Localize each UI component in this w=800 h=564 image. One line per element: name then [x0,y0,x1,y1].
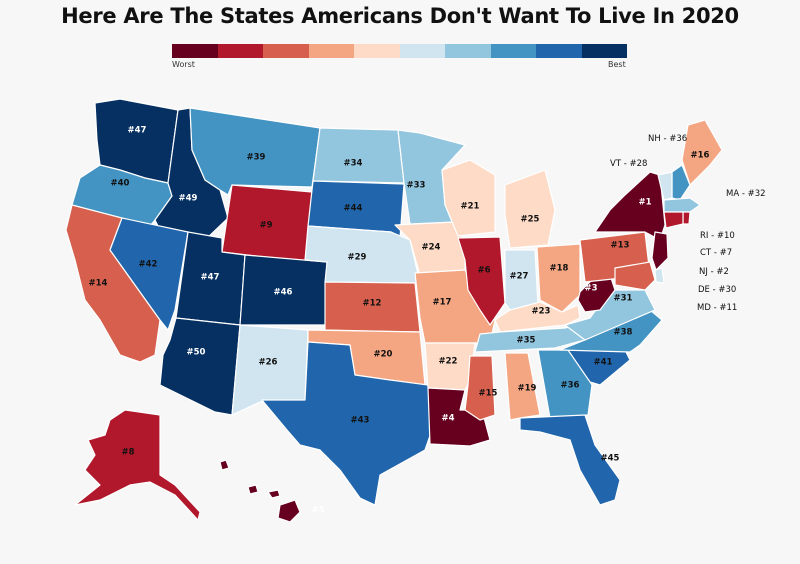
color-legend [172,44,627,58]
state-label-id: #49 [179,194,198,204]
legend-swatch-6 [399,44,445,58]
side-label-vt: VT - #28 [610,159,648,169]
state-label-tn: #35 [517,336,536,346]
state-me [681,119,723,186]
state-label-or: #40 [111,179,130,189]
state-la [427,387,491,447]
state-label-mi: #25 [521,215,540,225]
state-label-la: #4 [441,414,454,424]
state-az [159,317,241,416]
state-label-wa: #47 [128,126,147,136]
state-wi [441,159,496,237]
legend-swatch-4 [308,44,354,58]
state-mt [189,107,321,196]
state-wv [577,274,616,313]
state-label-co: #46 [274,288,293,298]
state-ny [594,171,666,241]
legend-swatch-8 [490,44,536,58]
state-nd [312,127,405,184]
side-label-ma: MA - #32 [726,189,766,199]
state-ar [424,342,476,391]
legend-worst-label: Worst [172,60,195,69]
legend-swatch-9 [536,44,582,58]
state-label-nd: #34 [344,159,363,169]
state-label-tx: #43 [351,416,370,426]
state-md [614,261,656,291]
state-label-nm: #26 [259,358,278,368]
state-label-ut: #47 [201,273,220,283]
side-label-nj: NJ - #2 [699,267,729,277]
state-label-nc: #38 [614,328,633,338]
legend-swatch-10 [581,44,627,58]
state-tx [261,341,433,506]
state-label-ms: #15 [479,389,498,399]
state-label-ar: #22 [439,357,458,367]
state-label-ia: #24 [422,243,441,253]
legend-swatch-2 [217,44,263,58]
state-label-mo: #17 [433,298,452,308]
state-label-wi: #21 [461,202,480,212]
side-label-ri: RI - #10 [700,231,735,241]
state-label-ca: #14 [89,279,108,289]
state-ri [682,211,691,225]
side-label-ct: CT - #7 [700,248,733,258]
state-label-fl: #45 [601,454,620,464]
state-label-va: #31 [614,294,633,304]
state-fl [519,414,621,506]
state-label-wy: #9 [259,221,272,231]
state-mi [504,169,556,249]
state-label-sc: #41 [594,358,613,368]
state-ct [663,211,684,229]
legend-best-label: Best [608,60,626,69]
state-hi [219,459,301,523]
state-nj [651,231,669,271]
map-title: Here Are The States Americans Don't Want… [61,4,739,28]
state-vt [657,171,673,201]
state-label-ne: #29 [348,253,367,263]
side-label-nh: NH - #36 [648,134,688,144]
state-label-ak: #8 [121,448,134,458]
state-label-az: #50 [187,348,206,358]
state-label-wv: #3 [584,284,597,294]
legend-swatch-5 [354,44,400,58]
legend-swatch-7 [445,44,491,58]
side-label-de: DE - #30 [698,285,737,295]
state-label-ga: #36 [561,381,580,391]
state-label-ny: #1 [638,198,651,208]
state-label-in: #27 [510,272,529,282]
state-al [504,352,541,421]
state-label-al: #19 [518,384,537,394]
state-ak [74,409,201,521]
state-il [457,236,506,326]
state-de [654,267,665,284]
state-label-hi: #5 [311,506,324,516]
state-label-me: #16 [691,151,710,161]
state-label-mt: #39 [247,153,266,163]
legend-swatch-1 [172,44,218,58]
state-label-pa: #13 [611,241,630,251]
state-ms [464,355,496,421]
side-label-md: MD - #11 [697,303,738,313]
state-label-ky: #23 [532,307,551,317]
state-label-oh: #18 [550,264,569,274]
state-ma [663,197,701,213]
state-label-il: #6 [477,266,490,276]
state-label-ks: #12 [363,299,382,309]
state-label-ok: #20 [374,350,393,360]
state-ky [494,301,581,333]
state-label-nv: #42 [139,260,158,270]
legend-swatch-3 [263,44,309,58]
state-label-sd: #44 [344,204,363,214]
state-label-mn: #33 [407,181,426,191]
state-oh [536,243,581,313]
